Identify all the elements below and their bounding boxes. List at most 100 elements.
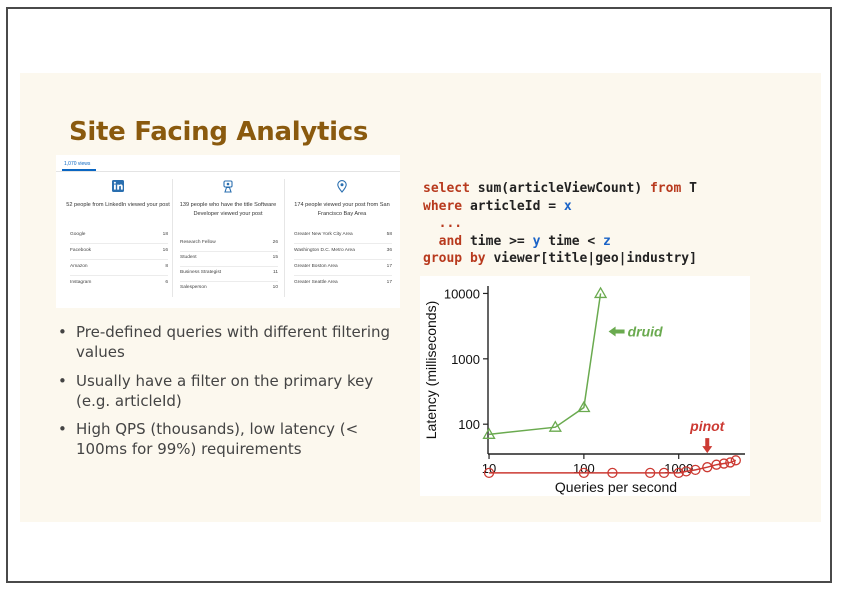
sql-ellipsis: ... xyxy=(423,216,463,232)
pinot-point xyxy=(578,467,590,479)
row-name: Google xyxy=(70,232,86,237)
card-column-titles: 139 people who have the title Software D… xyxy=(174,175,282,303)
row-value: 36 xyxy=(386,248,392,253)
bullet-text: High QPS (thousands), low latency (< 100… xyxy=(76,420,359,458)
y-axis-label: Latency (milliseconds) xyxy=(423,301,439,440)
sql-keyword: where xyxy=(423,198,463,214)
bullet-text: Usually have a filter on the primary key… xyxy=(76,372,374,410)
location-pin-icon xyxy=(335,179,349,193)
linkedin-icon xyxy=(111,179,125,193)
pinot-point xyxy=(725,457,736,468)
row-name: Research Fellow xyxy=(180,240,216,245)
pinot-point xyxy=(658,467,670,479)
pinot-point xyxy=(718,458,730,469)
column-header: 52 people from LinkedIn viewed your post xyxy=(66,202,170,208)
pinot-point xyxy=(673,467,684,479)
pinot-arrow xyxy=(702,438,713,454)
slide-title: Site Facing Analytics xyxy=(69,117,368,147)
table-row[interactable]: Google 18 xyxy=(70,229,168,244)
pinot-line xyxy=(489,459,737,474)
pinot-point xyxy=(607,467,618,479)
sql-expr: time < xyxy=(540,233,604,249)
row-name: Business Strategist xyxy=(180,270,222,275)
table-row[interactable]: Instagram 6 xyxy=(70,277,168,291)
row-name: Amazon xyxy=(70,264,88,269)
sql-keyword: from xyxy=(649,181,682,196)
table-row[interactable]: Amazon 8 xyxy=(70,261,168,276)
tab-underline xyxy=(62,169,96,171)
bullet-marker: • xyxy=(58,420,67,438)
table-row[interactable]: Washington D.C. Metro Area 36 xyxy=(294,245,392,260)
row-name: Student xyxy=(180,255,197,260)
pinot-point xyxy=(730,455,741,466)
druid-arrow xyxy=(608,326,625,337)
row-value: 10 xyxy=(272,285,278,290)
x-axis-label: Queries per second xyxy=(555,479,677,495)
row-value: 17 xyxy=(386,280,392,285)
sql-keyword: group by xyxy=(423,251,486,267)
druid-point xyxy=(577,400,591,413)
y-tick-label: 10000 xyxy=(444,286,480,301)
row-value: 26 xyxy=(272,240,278,245)
sql-expr: sum(articleViewCount) xyxy=(469,181,650,196)
row-name: Greater New York City Area xyxy=(294,232,353,237)
card-divider xyxy=(56,171,400,172)
pinot-label: pinot xyxy=(689,418,726,434)
druid-point xyxy=(548,420,562,432)
bullet-marker: • xyxy=(58,372,67,390)
druid-line xyxy=(488,293,602,436)
y-tick-label: 1000 xyxy=(451,352,480,367)
row-value: 15 xyxy=(272,255,278,260)
sql-expr: articleId = xyxy=(462,198,564,214)
table-row[interactable]: Greater Boston Area 17 xyxy=(294,261,392,276)
sql-expr: T xyxy=(681,181,697,196)
row-name: Greater Seattle Area xyxy=(294,280,338,285)
table-row[interactable]: Facebook 16 xyxy=(70,245,168,260)
person-badge-icon xyxy=(221,179,235,193)
sql-indent xyxy=(423,234,439,249)
y-tick-label: 100 xyxy=(458,417,480,432)
column-divider xyxy=(172,179,173,297)
card-column-locations: 174 people viewed your post from San Fra… xyxy=(288,175,396,303)
sql-keyword: select xyxy=(423,181,470,196)
table-row[interactable]: Greater Seattle Area 17 xyxy=(294,277,392,291)
chart-background xyxy=(420,276,750,496)
bullet-marker: • xyxy=(58,323,67,341)
pinot-point xyxy=(690,464,701,476)
row-value: 17 xyxy=(386,264,392,269)
row-name: Facebook xyxy=(70,248,92,253)
pinot-point xyxy=(711,459,722,470)
table-row[interactable]: Research Fellow 26 xyxy=(180,237,278,252)
row-value: 16 xyxy=(162,248,168,253)
column-divider xyxy=(284,179,285,297)
column-header: 174 people viewed your post from San Fra… xyxy=(294,202,390,217)
sql-expr: time >= xyxy=(462,233,533,249)
sql-query: select sum(articleViewCount) from T wher… xyxy=(423,180,697,268)
card-column-companies: 52 people from LinkedIn viewed your post… xyxy=(64,175,172,303)
sql-keyword: and xyxy=(438,233,463,249)
sql-expr: viewer[title|geo|industry] xyxy=(485,251,697,267)
table-row[interactable]: Business Strategist 11 xyxy=(180,267,278,282)
table-row[interactable]: Student 15 xyxy=(180,252,278,267)
bullet-text: Pre-defined queries with different filte… xyxy=(76,323,391,361)
sql-variable: y xyxy=(532,233,541,249)
druid-point xyxy=(482,427,496,439)
views-tab[interactable]: 1,070 views xyxy=(64,161,91,167)
sql-variable: x xyxy=(563,198,572,214)
table-row[interactable]: Greater New York City Area 58 xyxy=(294,229,392,244)
pinot-point xyxy=(483,467,495,479)
row-value: 58 xyxy=(386,232,392,237)
sql-variable: z xyxy=(603,233,611,249)
analytics-card: 1,070 views 52 people from LinkedIn view… xyxy=(56,155,400,308)
slide-frame xyxy=(6,7,832,583)
row-value: 11 xyxy=(273,270,278,275)
pinot-point xyxy=(702,462,713,473)
table-row[interactable]: Salesperson 10 xyxy=(180,282,278,296)
row-name: Salesperson xyxy=(180,285,207,290)
row-name: Greater Boston Area xyxy=(294,264,338,269)
druid-point xyxy=(593,286,608,299)
column-header: 139 people who have the title Software D… xyxy=(179,202,277,217)
row-name: Instagram xyxy=(70,280,92,285)
row-name: Washington D.C. Metro Area xyxy=(294,248,355,253)
